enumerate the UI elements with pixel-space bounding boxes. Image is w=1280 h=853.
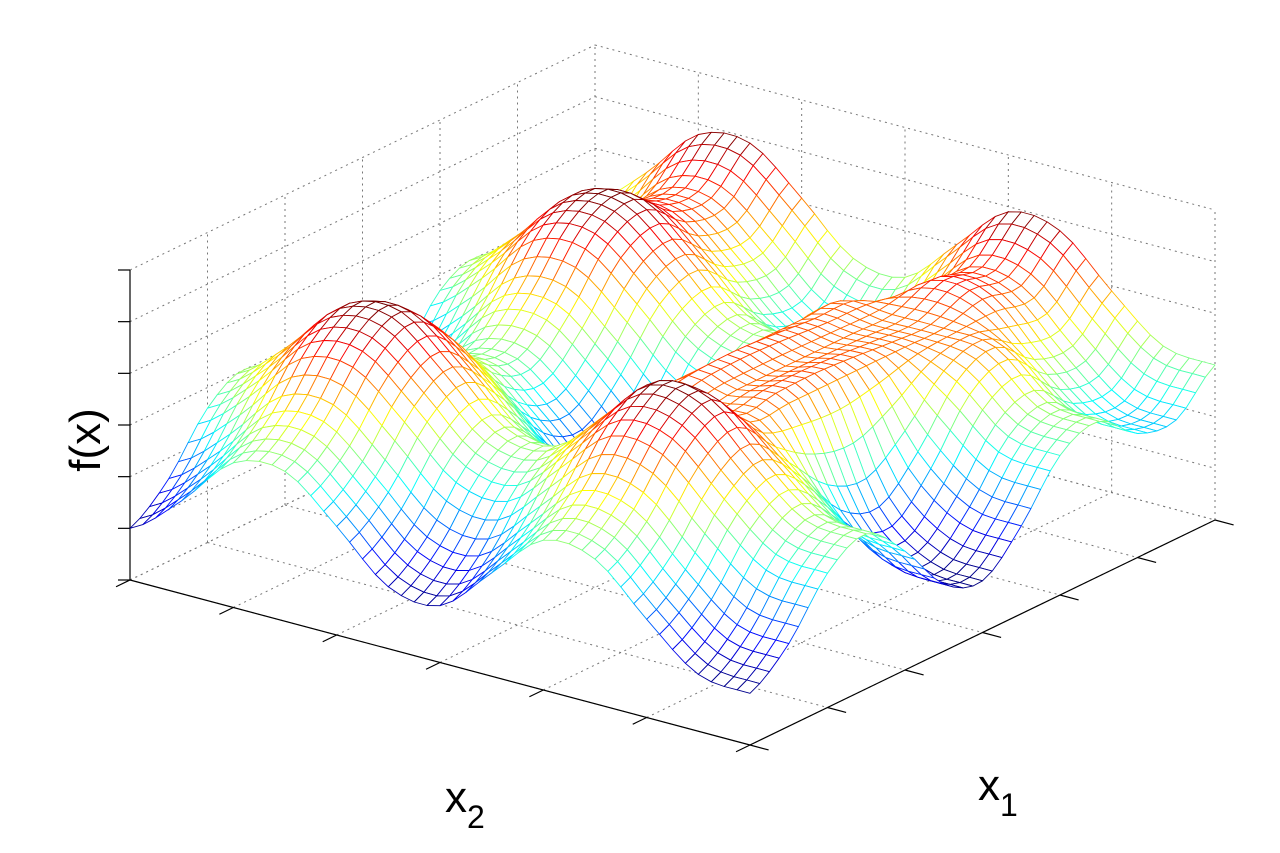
grid-line [129, 147, 596, 374]
grid-line [129, 44, 596, 271]
x2-label-base: x [445, 773, 467, 822]
x1-tick [1137, 556, 1157, 564]
x2-tick [425, 661, 441, 670]
mesh [129, 131, 1216, 694]
x1-axis [749, 519, 1216, 746]
x1-tick [827, 706, 847, 714]
x1-tick [749, 744, 769, 751]
grid-line [646, 492, 1112, 718]
x2-tick [219, 606, 234, 615]
x2-tick [735, 744, 751, 753]
grid-line [284, 504, 906, 671]
x2-axis-label: x2 [445, 773, 485, 835]
x1-axis-label: x1 [978, 761, 1018, 823]
x1-tick [1059, 594, 1079, 601]
grid-line [594, 302, 1216, 469]
x1-tick [1214, 519, 1234, 526]
x2-tick [529, 689, 544, 698]
grid-line [594, 147, 1216, 314]
mesh-cell [736, 679, 761, 694]
x1-tick [982, 631, 1002, 639]
x1-tick [904, 669, 924, 676]
x2-tick [322, 634, 337, 643]
x1-label-base: x [978, 761, 1000, 810]
grid-line [594, 96, 1216, 263]
x1-label-sub: 1 [1000, 787, 1018, 823]
x2-tick [115, 579, 131, 588]
z-axis-label: f(x) [61, 408, 110, 472]
axes [115, 269, 1234, 753]
x2-axis [129, 579, 751, 746]
x2-label-sub: 2 [467, 799, 485, 835]
x2-tick [632, 716, 647, 725]
grid-line [129, 96, 596, 323]
grid-line [594, 44, 1216, 211]
grid-line [594, 354, 1216, 521]
grid-line [517, 392, 1138, 558]
